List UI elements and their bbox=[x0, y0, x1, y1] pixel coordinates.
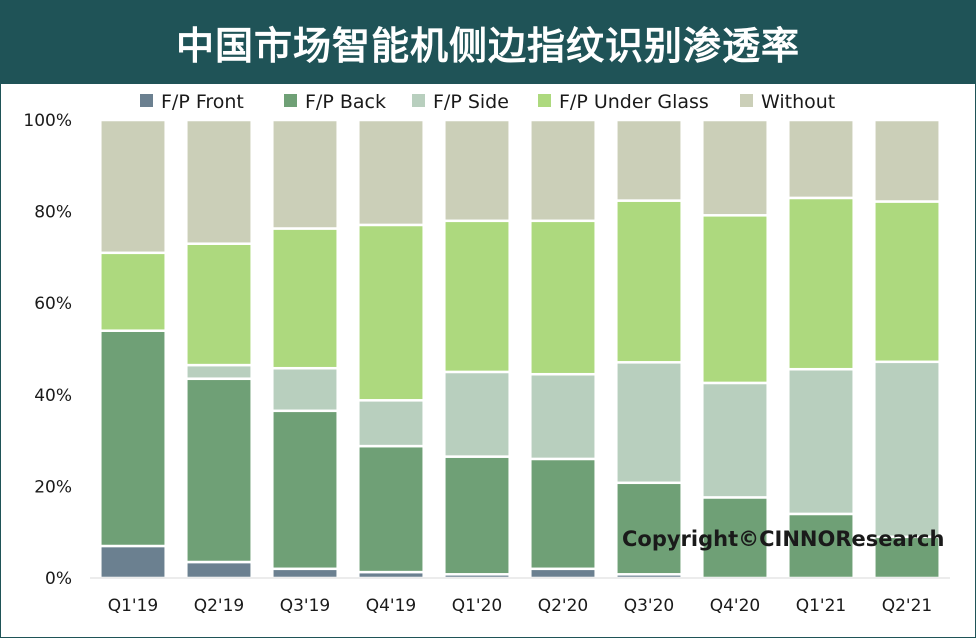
y-tick-label: 0% bbox=[45, 569, 72, 589]
bar-segment bbox=[185, 363, 253, 380]
y-tick-label: 40% bbox=[34, 386, 72, 406]
bar-segment bbox=[787, 367, 855, 516]
bar-segment bbox=[529, 219, 597, 376]
legend: F/P Front F/P Back F/P Side F/P Under Glass… bbox=[140, 91, 835, 113]
legend-swatch bbox=[538, 94, 551, 107]
x-tick-label: Q4'19 bbox=[366, 596, 417, 616]
y-tick-label: 80% bbox=[34, 203, 72, 223]
bar-segment bbox=[357, 223, 425, 402]
bar-segment bbox=[357, 444, 425, 574]
legend-swatch bbox=[412, 94, 425, 107]
legend-label: F/P Front bbox=[161, 91, 244, 113]
bar-segment bbox=[873, 360, 941, 539]
bar-segment bbox=[873, 200, 941, 364]
bar-segment bbox=[615, 481, 683, 576]
bar-segment bbox=[529, 118, 597, 223]
y-axis: 0% 20% 40% 60% 80% 100% bbox=[23, 111, 72, 589]
bar-segment bbox=[271, 567, 339, 580]
chart-title: 中国市场智能机侧边指纹识别渗透率 bbox=[175, 23, 800, 68]
bar-segment bbox=[357, 399, 425, 448]
y-tick-label: 100% bbox=[23, 111, 72, 131]
bar-segment bbox=[787, 118, 855, 200]
legend-swatch bbox=[284, 94, 297, 107]
x-tick-label: Q3'19 bbox=[280, 596, 331, 616]
bar-segment bbox=[357, 118, 425, 227]
bar-segment bbox=[271, 118, 339, 230]
y-tick-label: 20% bbox=[34, 477, 72, 497]
bar-segment bbox=[443, 455, 511, 576]
bar-segment bbox=[529, 372, 597, 461]
bar-segment bbox=[185, 560, 253, 580]
bar-segment bbox=[185, 377, 253, 564]
x-axis: Q1'19 Q2'19 Q3'19 Q4'19 Q1'20 Q2'20 Q3'20 Q4'20… bbox=[108, 596, 933, 616]
y-tick-label: 60% bbox=[34, 294, 72, 314]
bar-segment bbox=[787, 196, 855, 371]
bar-segment bbox=[701, 496, 769, 580]
legend-label: F/P Back bbox=[305, 91, 386, 113]
bar-segment bbox=[99, 251, 167, 332]
bar-segment bbox=[873, 118, 941, 203]
bar-segment bbox=[271, 366, 339, 413]
bar-segment bbox=[701, 118, 769, 217]
bar-segment bbox=[185, 242, 253, 367]
bar-segment bbox=[271, 409, 339, 571]
bar-segment bbox=[615, 361, 683, 485]
bar-segment bbox=[99, 544, 167, 580]
bars bbox=[99, 118, 941, 580]
bar-segment bbox=[615, 199, 683, 364]
bar-segment bbox=[615, 118, 683, 202]
bar-segment bbox=[271, 227, 339, 370]
x-tick-label: Q2'20 bbox=[538, 596, 589, 616]
bar-segment bbox=[443, 219, 511, 374]
x-tick-label: Q1'21 bbox=[796, 596, 847, 616]
x-tick-label: Q2'19 bbox=[194, 596, 245, 616]
bar-segment bbox=[99, 118, 167, 255]
legend-label: F/P Under Glass bbox=[559, 91, 709, 113]
bar-segment bbox=[443, 370, 511, 458]
x-tick-label: Q1'20 bbox=[452, 596, 503, 616]
x-tick-label: Q2'21 bbox=[882, 596, 933, 616]
x-tick-label: Q1'19 bbox=[108, 596, 159, 616]
legend-swatch bbox=[740, 94, 753, 107]
bar-segment bbox=[701, 214, 769, 385]
copyright-annotation: Copyright©CINNOResearch bbox=[622, 527, 944, 551]
legend-swatch bbox=[140, 94, 153, 107]
legend-label: Without bbox=[761, 91, 835, 113]
bar-segment bbox=[529, 567, 597, 580]
bar-segment bbox=[443, 118, 511, 223]
bar-segment bbox=[185, 118, 253, 245]
legend-label: F/P Side bbox=[433, 91, 509, 113]
bar-segment bbox=[701, 381, 769, 499]
x-tick-label: Q3'20 bbox=[624, 596, 675, 616]
title-bar: 中国市场智能机侧边指纹识别渗透率 bbox=[0, 0, 976, 84]
bar-segment bbox=[99, 329, 167, 548]
x-tick-label: Q4'20 bbox=[710, 596, 761, 616]
bar-segment bbox=[529, 457, 597, 571]
bar-segment bbox=[787, 512, 855, 580]
